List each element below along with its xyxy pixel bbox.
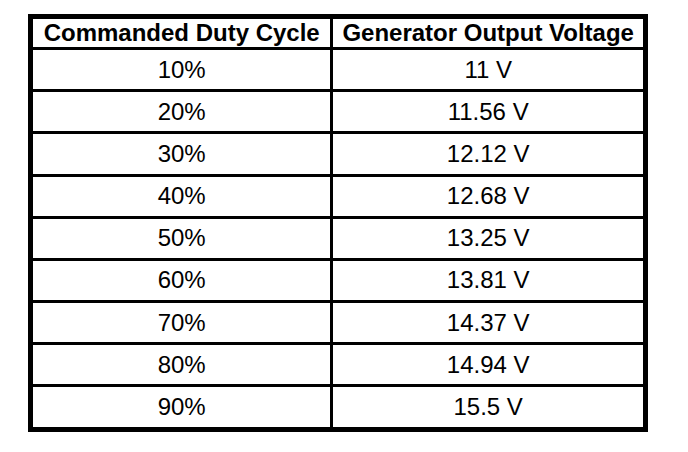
duty-cycle-cell: 90% bbox=[31, 386, 332, 430]
column-header-output-voltage: Generator Output Voltage bbox=[332, 17, 646, 49]
table-row: 90%15.5 V bbox=[31, 386, 646, 430]
output-voltage-cell: 13.81 V bbox=[332, 259, 646, 301]
table-row: 20%11.56 V bbox=[31, 91, 646, 133]
output-voltage-cell: 11.56 V bbox=[332, 91, 646, 133]
output-voltage-cell: 13.25 V bbox=[332, 217, 646, 259]
duty-cycle-cell: 50% bbox=[31, 217, 332, 259]
duty-cycle-cell: 10% bbox=[31, 49, 332, 91]
output-voltage-cell: 14.94 V bbox=[332, 344, 646, 386]
output-voltage-cell: 15.5 V bbox=[332, 386, 646, 430]
output-voltage-cell: 14.37 V bbox=[332, 302, 646, 344]
table-row: 70%14.37 V bbox=[31, 302, 646, 344]
table-row: 10%11 V bbox=[31, 49, 646, 91]
column-header-duty-cycle: Commanded Duty Cycle bbox=[31, 17, 332, 49]
output-voltage-cell: 11 V bbox=[332, 49, 646, 91]
output-voltage-cell: 12.68 V bbox=[332, 175, 646, 217]
table-row: 40%12.68 V bbox=[31, 175, 646, 217]
duty-cycle-cell: 30% bbox=[31, 133, 332, 175]
table-row: 80%14.94 V bbox=[31, 344, 646, 386]
duty-cycle-cell: 40% bbox=[31, 175, 332, 217]
table-row: 30%12.12 V bbox=[31, 133, 646, 175]
duty-cycle-voltage-table: Commanded Duty Cycle Generator Output Vo… bbox=[28, 14, 648, 432]
duty-cycle-cell: 70% bbox=[31, 302, 332, 344]
table-row: 60%13.81 V bbox=[31, 259, 646, 301]
duty-cycle-cell: 60% bbox=[31, 259, 332, 301]
table-row: 50%13.25 V bbox=[31, 217, 646, 259]
output-voltage-cell: 12.12 V bbox=[332, 133, 646, 175]
duty-cycle-cell: 80% bbox=[31, 344, 332, 386]
header-row: Commanded Duty Cycle Generator Output Vo… bbox=[31, 17, 646, 49]
duty-cycle-cell: 20% bbox=[31, 91, 332, 133]
